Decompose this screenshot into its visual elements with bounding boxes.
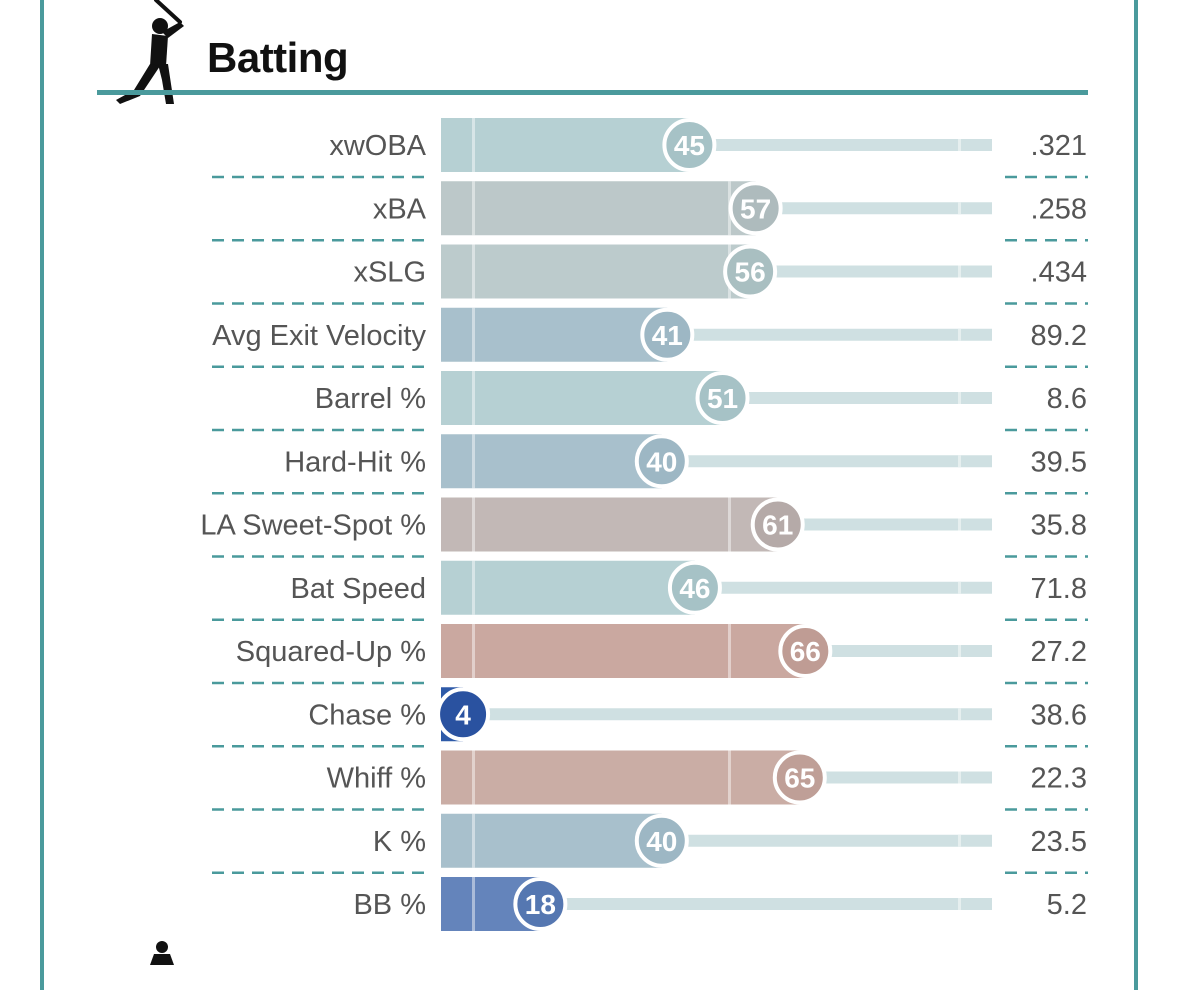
metric-label: LA Sweet-Spot % — [200, 510, 426, 542]
track-tick — [958, 771, 961, 784]
percentile-label: 61 — [762, 510, 793, 541]
percentile-track — [441, 898, 992, 910]
percentile-circle — [772, 750, 827, 805]
bar-guide — [472, 813, 475, 868]
metric-value: .321 — [1031, 130, 1087, 162]
metric-value: 89.2 — [1031, 320, 1087, 352]
track-tick — [958, 455, 961, 468]
track-tick — [958, 265, 961, 278]
percentile-bar — [441, 371, 723, 425]
bar-guide — [472, 118, 475, 172]
metric-value: .434 — [1031, 257, 1087, 289]
bar-guide — [472, 624, 475, 678]
percentile-track — [441, 708, 992, 721]
percentile-circle — [723, 244, 778, 299]
metric-label: Hard-Hit % — [284, 446, 426, 478]
percentile-bar — [441, 813, 662, 868]
bar-guide — [472, 497, 475, 552]
metric-value: 39.5 — [1031, 446, 1087, 478]
metric-value: .258 — [1031, 193, 1087, 225]
bar-guide — [472, 877, 475, 931]
percentile-label: 46 — [679, 573, 710, 604]
metric-value: 5.2 — [1047, 889, 1087, 921]
percentile-circle — [640, 307, 695, 362]
bar-guide — [472, 181, 475, 236]
percentile-circle — [695, 371, 750, 425]
metric-label: Whiff % — [327, 763, 426, 795]
track-tick — [958, 139, 961, 151]
percentile-bar — [441, 750, 800, 805]
bar-guide — [728, 624, 731, 678]
bar-guide — [728, 750, 731, 805]
bar-guide — [728, 497, 731, 552]
percentile-circle — [634, 813, 689, 868]
bar-guide — [472, 434, 475, 489]
percentile-label: 45 — [674, 130, 705, 161]
metric-label: xBA — [373, 193, 427, 225]
track-tick — [958, 834, 961, 847]
percentile-circle — [750, 497, 805, 552]
metric-label: Barrel % — [315, 383, 426, 415]
percentile-circle — [667, 560, 722, 615]
metric-label: BB % — [353, 889, 426, 921]
track-tick — [958, 518, 961, 531]
percentile-bar — [441, 497, 778, 552]
track-tick — [958, 708, 961, 721]
card-frame — [40, 0, 1138, 990]
bar-guide — [472, 750, 475, 805]
percentile-bar — [441, 624, 806, 678]
section-header: Batting — [0, 0, 1179, 110]
percentile-chart: 45 xwOBA .321 57 xBA .258 56 xSLG .434 41 Avg Exit… — [200, 118, 1088, 931]
percentile-label: 51 — [707, 383, 738, 414]
percentile-label: 40 — [646, 826, 677, 857]
track-tick — [958, 328, 961, 341]
track-tick — [958, 645, 961, 657]
percentile-bar — [441, 118, 690, 172]
percentile-label: 65 — [784, 763, 815, 794]
metric-label: xSLG — [353, 257, 426, 289]
bar-guide — [472, 371, 475, 425]
track-tick — [958, 202, 961, 215]
track-tick — [958, 392, 961, 404]
percentile-circle — [513, 877, 568, 931]
bar-guide — [472, 560, 475, 615]
pitcher-silhouette-icon — [150, 941, 174, 965]
metric-value: 35.8 — [1031, 510, 1087, 542]
metric-label: xwOBA — [329, 130, 426, 162]
metric-label: Avg Exit Velocity — [212, 320, 426, 352]
bar-guide — [472, 244, 475, 299]
percentile-circle — [728, 181, 783, 236]
track-tick — [958, 898, 961, 910]
metric-value: 27.2 — [1031, 636, 1087, 668]
metric-label: K % — [373, 826, 426, 858]
bar-guide — [472, 307, 475, 362]
metric-value: 71.8 — [1031, 573, 1087, 605]
percentile-label: 40 — [646, 446, 677, 477]
percentile-bar — [441, 560, 695, 615]
metric-label: Squared-Up % — [236, 636, 426, 668]
percentile-circle — [662, 118, 717, 172]
percentile-label: 41 — [652, 320, 683, 351]
percentile-circle — [436, 687, 491, 742]
track-tick — [958, 581, 961, 594]
percentile-bar — [441, 181, 756, 236]
metric-label: Bat Speed — [291, 573, 426, 605]
percentile-bar — [441, 434, 662, 489]
metric-value: 22.3 — [1031, 763, 1087, 795]
section-title: Batting — [207, 34, 349, 81]
percentile-circle — [778, 624, 833, 678]
header-divider — [97, 90, 1088, 95]
metric-value: 8.6 — [1047, 383, 1087, 415]
metric-value: 23.5 — [1031, 826, 1087, 858]
percentile-label: 4 — [455, 699, 471, 730]
percentile-circle — [634, 434, 689, 489]
percentile-bar — [441, 244, 751, 299]
metric-value: 38.6 — [1031, 699, 1087, 731]
percentile-bar — [441, 307, 668, 362]
percentile-label: 56 — [735, 257, 766, 288]
percentile-label: 57 — [740, 193, 771, 224]
percentile-label: 66 — [790, 636, 821, 667]
percentile-label: 18 — [525, 889, 556, 920]
metric-label: Chase % — [308, 699, 426, 731]
